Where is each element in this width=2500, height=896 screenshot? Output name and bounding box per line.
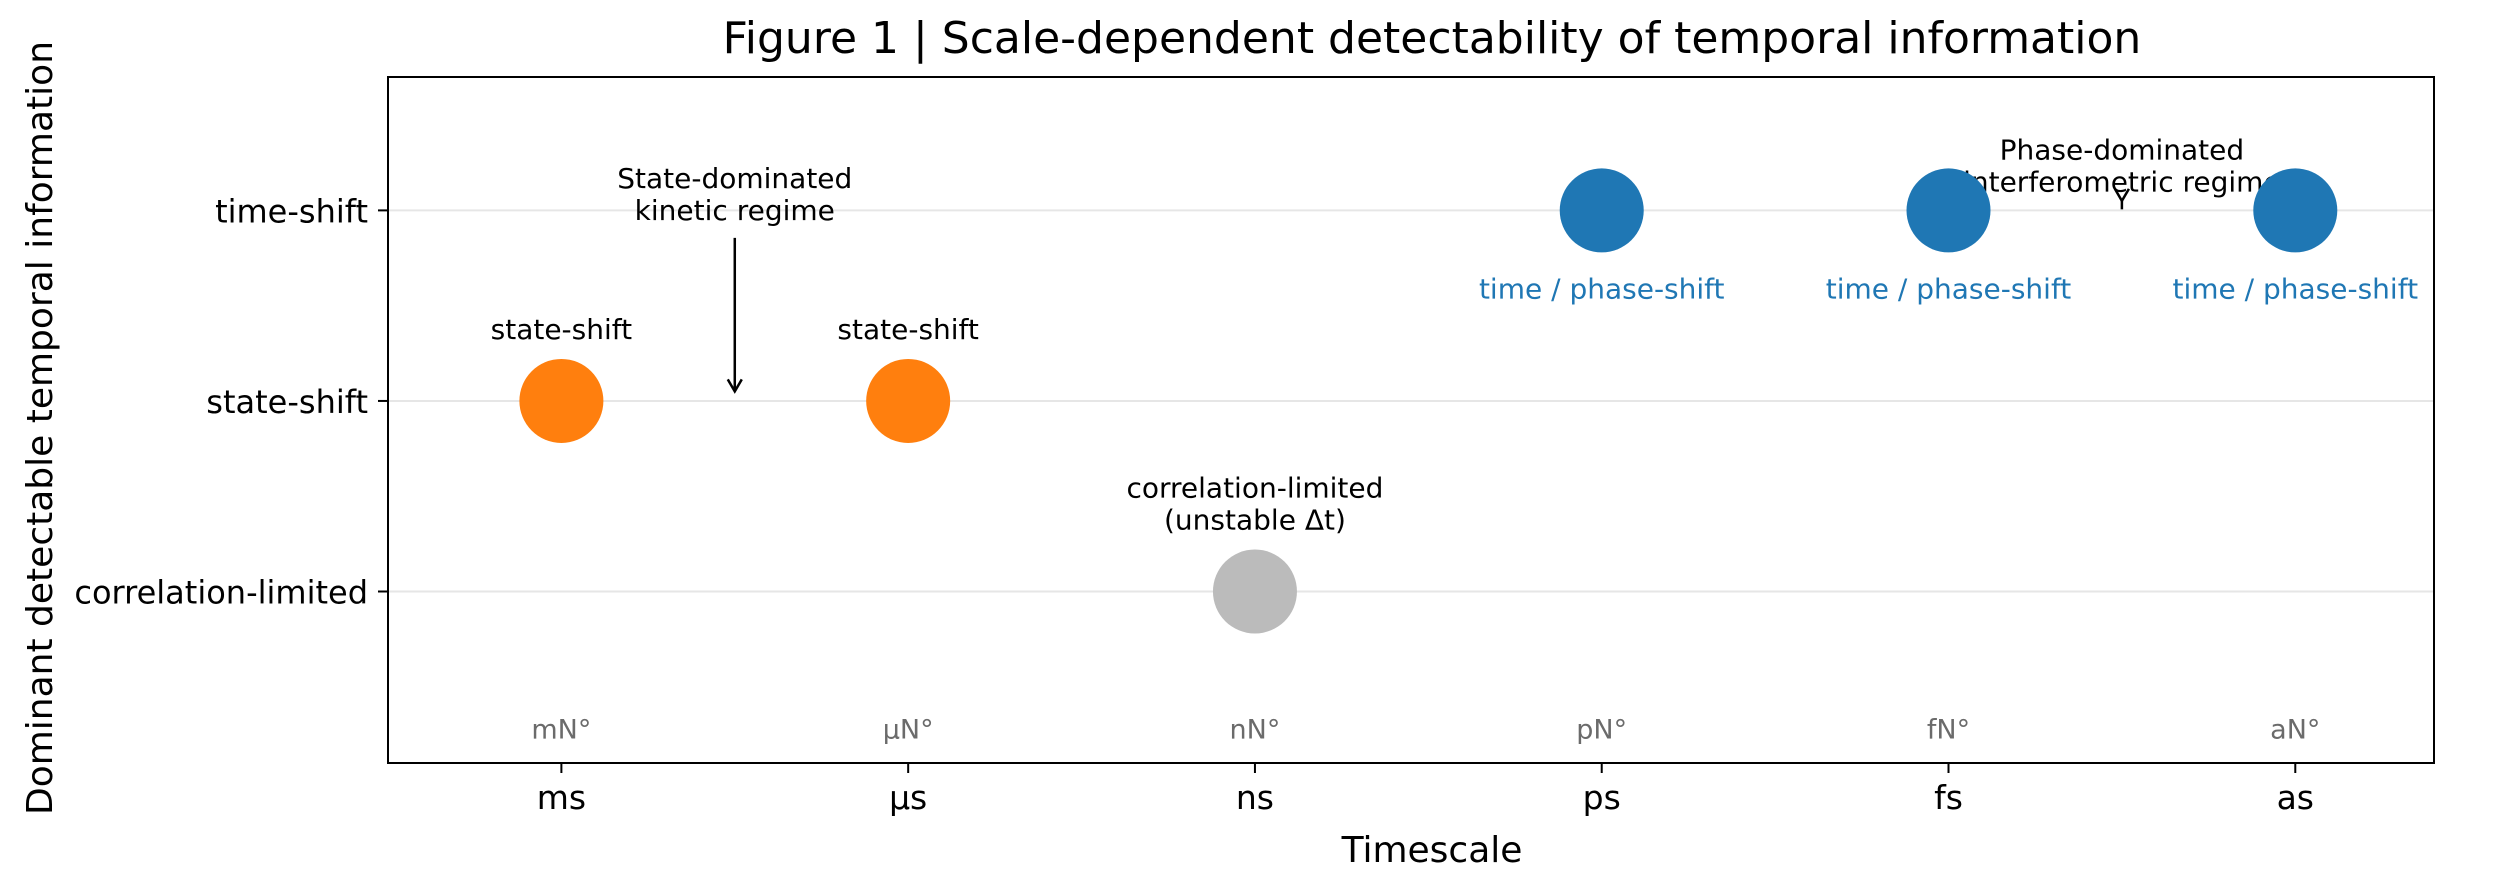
x-tick-label: ps xyxy=(1583,778,1621,817)
scale-notation-label: nN° xyxy=(1230,715,1281,746)
x-tick-label: fs xyxy=(1934,778,1963,817)
svg-text:kinetic regime: kinetic regime xyxy=(635,194,835,227)
svg-text:state-shift: state-shift xyxy=(491,313,633,346)
y-tick-label: state-shift xyxy=(206,383,368,421)
svg-text:correlation-limited: correlation-limited xyxy=(1126,472,1383,505)
svg-text:(unstable Δt): (unstable Δt) xyxy=(1164,504,1346,537)
x-axis-label: Timescale xyxy=(1341,830,1523,871)
scale-notation-label: aN° xyxy=(2270,715,2320,746)
y-tick-label: time-shift xyxy=(215,192,368,230)
chart-title: Figure 1 | Scale-dependent detectability… xyxy=(723,13,2142,64)
scale-notation-label: fN° xyxy=(1927,715,1970,746)
svg-text:State-dominated: State-dominated xyxy=(617,162,852,195)
svg-text:state-shift: state-shift xyxy=(837,313,979,346)
point-labels: state-shift state-shift correlation-limite… xyxy=(491,272,2418,536)
point-label: time / phase-shift xyxy=(1826,272,2072,305)
scale-notation-label: pN° xyxy=(1576,715,1627,746)
x-axis-ticks: ms µs ns ps fs as xyxy=(537,763,2314,817)
y-tick-label: correlation-limited xyxy=(74,574,368,612)
point-label: state-shift xyxy=(837,313,979,346)
data-point xyxy=(519,358,604,443)
scale-notation-label: mN° xyxy=(531,715,591,746)
data-point xyxy=(1559,168,1644,253)
annotation-arrow-head xyxy=(2113,188,2130,204)
point-label: correlation-limited(unstable Δt) xyxy=(1126,472,1383,537)
data-point xyxy=(2253,168,2338,253)
x-tick-label: ns xyxy=(1236,778,1274,817)
x-tick-label: ms xyxy=(537,778,586,817)
point-label: state-shift xyxy=(491,313,633,346)
data-point xyxy=(866,358,951,443)
y-axis-label: Dominant detectable temporal information xyxy=(20,41,61,815)
scale-notation-label: µN° xyxy=(883,715,934,746)
x-tick-label: as xyxy=(2277,778,2314,817)
svg-text:interferometric regime: interferometric regime xyxy=(1963,165,2281,198)
data-points xyxy=(519,168,2338,634)
plot-frame xyxy=(387,76,2435,764)
point-label: time / phase-shift xyxy=(1479,272,1725,305)
data-point xyxy=(1906,168,1991,253)
annotation-arrow-head xyxy=(726,378,743,394)
scale-notation-labels: mN° µN° nN° pN° fN° aN° xyxy=(531,715,2320,746)
data-point xyxy=(1212,549,1297,634)
x-tick-label: µs xyxy=(889,778,927,817)
y-axis-ticks: correlation-limited state-shift time-shift xyxy=(74,192,388,612)
point-label: time / phase-shift xyxy=(2173,272,2419,305)
svg-text:Phase-dominated: Phase-dominated xyxy=(2000,133,2245,166)
gridlines xyxy=(388,209,2434,593)
